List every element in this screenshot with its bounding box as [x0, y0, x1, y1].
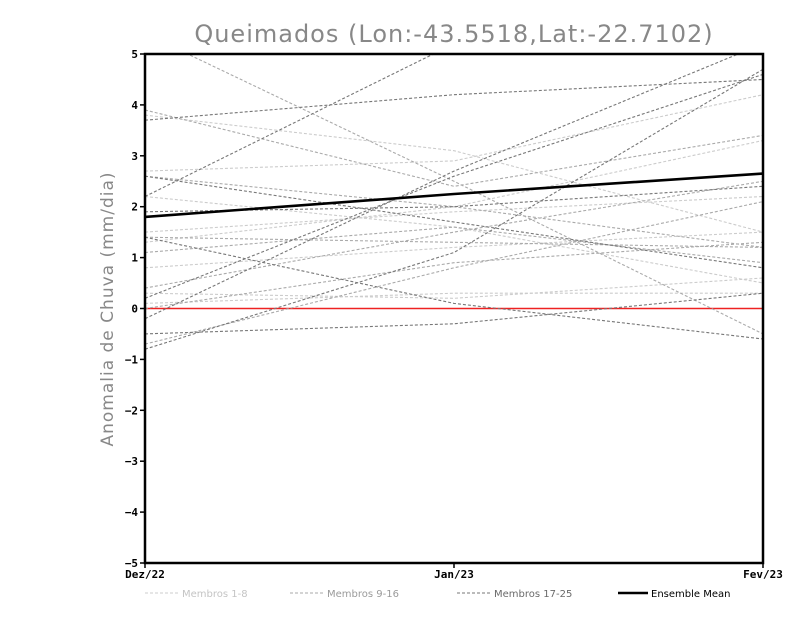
ensemble-mean-line: [145, 172, 763, 219]
member-series-line-9: [186, 54, 763, 335]
y-tick-label: 5: [131, 48, 138, 61]
y-tick-label: 4: [131, 99, 138, 112]
member-series-line-17: [145, 78, 763, 121]
y-tick-label: 1: [131, 252, 138, 265]
member-series-line-23: [145, 68, 763, 350]
member-series-line-12: [145, 175, 763, 248]
member-series-line-21: [145, 236, 763, 340]
member-series-line-3: [145, 195, 763, 233]
chart-title: Queimados (Lon:-43.5518,Lat:-22.7102): [194, 20, 713, 48]
legend-label-2: Membros 9-16: [327, 589, 399, 600]
member-series-line-1: [145, 114, 763, 233]
member-series-line-24: [145, 175, 763, 269]
legend: Membros 1-8 Membros 9-16 Membros 17-25 Ense…: [145, 589, 730, 600]
series-layer: [145, 54, 763, 350]
y-tick-label: 3: [131, 150, 138, 163]
y-tick-label: −2: [125, 404, 138, 417]
y-tick-label: 0: [131, 303, 138, 316]
member-series-line-22: [145, 292, 763, 335]
y-tick-label: −3: [125, 455, 138, 468]
member-series-line-13: [145, 201, 763, 345]
member-series-line-19: [145, 73, 763, 299]
y-tick-label: −4: [125, 506, 139, 519]
member-series-line-4: [145, 277, 763, 299]
member-series-line-20: [145, 54, 740, 320]
y-tick-label: 2: [131, 201, 138, 214]
legend-label-1: Membros 1-8: [182, 589, 248, 600]
x-tick-label: Fev/23: [743, 568, 783, 581]
member-series-line-15: [145, 226, 763, 264]
tick-layer: −5 −4 −3 −2 −1 0 1 2 3 4 5 Dez/22 Jan/23 Fev/23: [125, 48, 783, 581]
member-series-line-6: [145, 231, 763, 269]
y-axis-label: Anomalia de Chuva (mm/dia): [98, 171, 118, 446]
legend-label-3: Membros 17-25: [494, 589, 572, 600]
member-series-line-16: [145, 241, 763, 310]
y-tick-label: −5: [125, 557, 138, 570]
legend-label-4: Ensemble Mean: [651, 589, 730, 600]
member-series-line-25: [145, 185, 763, 213]
member-series-line-11: [145, 236, 763, 248]
member-series-line-14: [145, 180, 763, 289]
member-series-line-8: [145, 292, 763, 304]
y-tick-label: −1: [125, 353, 139, 366]
member-series-line-10: [145, 109, 763, 187]
x-tick-label: Jan/23: [434, 568, 474, 581]
x-tick-label: Dez/22: [125, 568, 165, 581]
